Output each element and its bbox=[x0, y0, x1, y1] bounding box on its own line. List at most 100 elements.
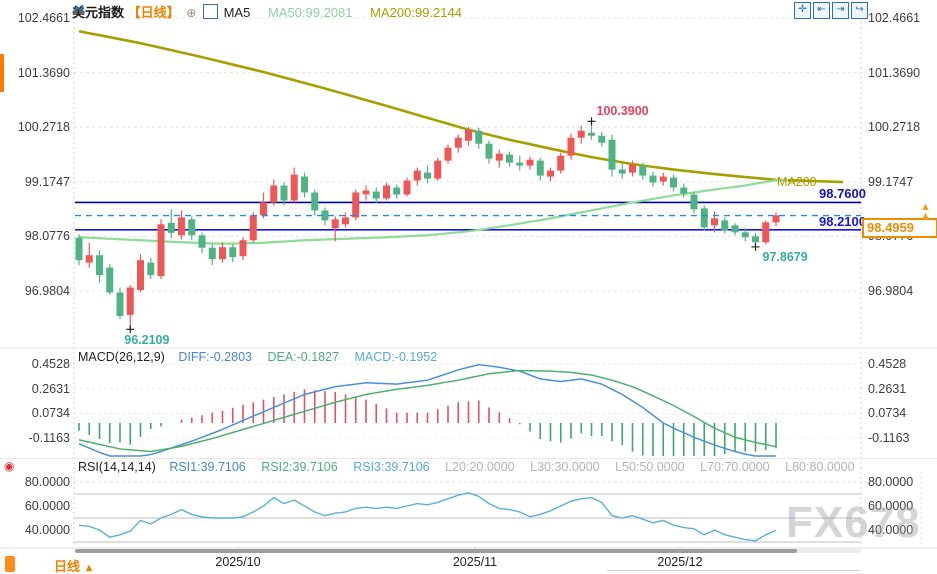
candle-up bbox=[659, 176, 667, 182]
export-icon[interactable]: ↪ bbox=[851, 2, 868, 19]
ma200-line-tag: MA200 bbox=[777, 175, 817, 189]
hline-label-98-7600[interactable]: 98.7600 bbox=[819, 186, 866, 202]
candle-down bbox=[106, 267, 114, 293]
candle-up bbox=[383, 185, 390, 199]
indicator-settings-icon[interactable]: ◉ bbox=[4, 459, 15, 473]
candle-up bbox=[413, 170, 421, 181]
rsi-y-label: 40.0000 bbox=[868, 523, 914, 537]
rsi-level-l70: L70:70.0000 bbox=[700, 460, 770, 474]
ma200-line bbox=[78, 29, 844, 184]
macd-y-label: -0.1163 bbox=[28, 431, 70, 446]
main-y-label: 102.4661 bbox=[17, 10, 70, 25]
candle-down bbox=[208, 247, 216, 260]
candle-down bbox=[516, 162, 524, 166]
main-y-label: 100.2718 bbox=[868, 120, 921, 135]
candle-down bbox=[639, 165, 647, 176]
candle-down bbox=[588, 132, 595, 136]
macd-y-label: 0.2631 bbox=[868, 381, 907, 396]
candle-up bbox=[547, 170, 554, 177]
left-accent-strip bbox=[0, 54, 4, 92]
rsi1-value: RSI1:39.7106 bbox=[169, 460, 246, 474]
price-up-arrow-icon: ▲ bbox=[920, 210, 931, 222]
candle-up bbox=[465, 129, 472, 141]
candle-down bbox=[147, 262, 155, 276]
bottom-left-logo-fragment bbox=[5, 556, 15, 572]
hline-label-98-2100[interactable]: 98.2100 bbox=[819, 213, 866, 229]
rsi-y-label: 60.0000 bbox=[24, 499, 70, 513]
macd-name: MACD(26,12,9) bbox=[78, 350, 165, 364]
legend-ma5: MA5 bbox=[223, 5, 251, 20]
candle-up bbox=[239, 240, 247, 257]
candle-down bbox=[167, 222, 175, 233]
candle-up bbox=[352, 192, 360, 218]
x-axis-date-label: 2025/12 bbox=[657, 555, 703, 569]
candle-up bbox=[557, 155, 565, 171]
candle-down bbox=[75, 237, 83, 261]
candle-up bbox=[711, 218, 718, 226]
extreme-price-label: 97.8679 bbox=[762, 249, 808, 264]
main-y-label: 96.9804 bbox=[24, 284, 70, 298]
watermark: FX678 bbox=[786, 498, 921, 547]
candle-up bbox=[219, 247, 226, 260]
scrollbar-thumb[interactable] bbox=[75, 549, 797, 553]
rsi-header: RSI(14,14,14) RSI1:39.7106 RSI2:39.7106 … bbox=[78, 460, 855, 474]
candle-down bbox=[731, 225, 739, 233]
line-chart-icon[interactable] bbox=[73, 4, 218, 19]
main-y-label: 99.1747 bbox=[868, 174, 914, 189]
candle-down bbox=[372, 191, 380, 199]
candle-up bbox=[772, 215, 780, 223]
candle-down bbox=[618, 169, 626, 174]
rsi-level-l30: L30:30.0000 bbox=[530, 460, 600, 474]
candle-down bbox=[280, 185, 288, 201]
rsi-name: RSI(14,14,14) bbox=[78, 460, 156, 474]
rsi2-value: RSI2:39.7106 bbox=[261, 460, 338, 474]
candle-up bbox=[137, 260, 144, 291]
rsi-y-label: 60.0000 bbox=[868, 499, 914, 513]
period-selector[interactable]: 日线 ▲ bbox=[54, 556, 95, 574]
candle-up bbox=[260, 202, 267, 216]
macd-diff-line bbox=[78, 363, 776, 457]
macd-y-label: 0.4528 bbox=[31, 357, 70, 372]
candle-down bbox=[506, 154, 513, 163]
add-indicator-icon[interactable]: ⊕ bbox=[186, 6, 197, 20]
legend-ma50: MA50:99.2081 bbox=[267, 5, 353, 20]
period-badge[interactable]: 【日线】 bbox=[127, 5, 180, 20]
crosshair-move-icon[interactable]: ✛ bbox=[794, 2, 811, 19]
range-end-icon[interactable]: ⇥ bbox=[832, 2, 849, 19]
macd-macd-value: MACD:-0.1952 bbox=[354, 350, 438, 364]
rsi3-value: RSI3:39.7106 bbox=[353, 460, 430, 474]
candle-down bbox=[608, 139, 616, 170]
macd-y-label: 0.4528 bbox=[868, 357, 907, 372]
candle-up bbox=[577, 130, 585, 138]
candle-down bbox=[393, 187, 401, 195]
candle-down bbox=[96, 255, 103, 276]
main-y-label: 101.3690 bbox=[17, 65, 70, 80]
macd-header: MACD(26,12,9) DIFF:-0.2803 DEA:-0.1827 M… bbox=[78, 350, 437, 364]
candle-down bbox=[198, 235, 206, 248]
candle-down bbox=[311, 192, 319, 211]
current-price-tag: 98.4959 bbox=[862, 218, 937, 238]
candle-up bbox=[403, 180, 411, 195]
candle-up bbox=[126, 287, 134, 315]
candle-up bbox=[342, 217, 349, 225]
rsi-level-l80: L80:80.0000 bbox=[785, 460, 855, 474]
macd-diff-value: DIFF:-0.2803 bbox=[178, 350, 252, 364]
candle-down bbox=[752, 236, 759, 243]
period-selector-label: 日线 bbox=[54, 559, 81, 574]
candle-down bbox=[485, 143, 493, 159]
candle-up bbox=[629, 164, 636, 173]
candle-down bbox=[670, 177, 677, 188]
candle-up bbox=[85, 255, 93, 263]
macd-y-label: 0.0734 bbox=[868, 406, 907, 421]
candle-up bbox=[362, 190, 370, 195]
range-start-icon[interactable]: ⇤ bbox=[813, 2, 830, 19]
rsi-line bbox=[78, 492, 777, 542]
candle-up bbox=[444, 147, 452, 161]
candle-up bbox=[526, 159, 534, 166]
rsi-level-l50: L50:50.0000 bbox=[615, 460, 685, 474]
candle-down bbox=[649, 175, 657, 183]
candle-down bbox=[700, 208, 708, 228]
macd-y-label: 0.2631 bbox=[31, 381, 70, 396]
candle-down bbox=[301, 176, 308, 193]
candle-up bbox=[157, 224, 165, 277]
